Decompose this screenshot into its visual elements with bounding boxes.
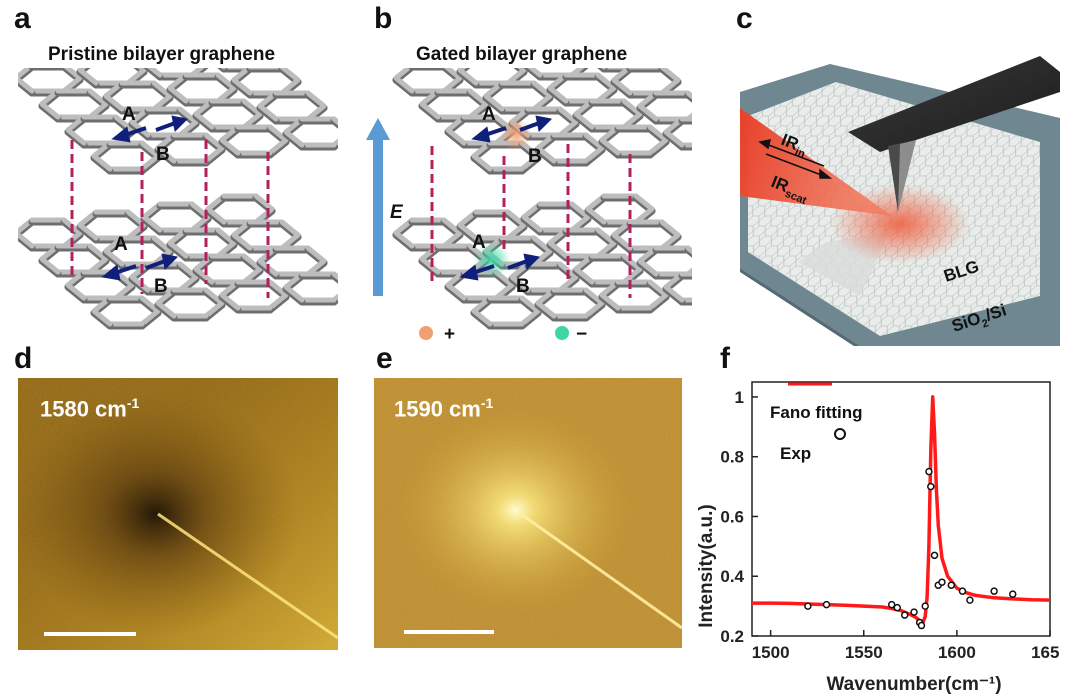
site-b-bottom: B (154, 276, 168, 297)
sublattice-arrows-bottom (101, 253, 179, 281)
fano-fit-line (752, 395, 1051, 624)
x-tick-label-0: 1500 (752, 643, 790, 662)
map-e-label: 1590 cm-1 (394, 395, 494, 422)
panel-letter-c: c (736, 2, 753, 35)
legend-exp-label: Exp (780, 444, 811, 463)
fold-line (157, 512, 338, 640)
y-tick-label-3: 0.8 (720, 448, 744, 467)
panel-letter-a: a (14, 2, 31, 35)
exp-point-10 (927, 482, 935, 491)
exp-points (804, 467, 1017, 630)
site-a-bottom: A (472, 232, 486, 253)
legend-electron-dot (555, 326, 569, 340)
exp-point-8 (921, 602, 929, 610)
interlayer-dashes (70, 140, 270, 298)
panel-letter-d: d (14, 342, 33, 375)
legend-fano-label: Fano fitting (770, 403, 863, 422)
sublattice-arrows-top (111, 115, 189, 143)
panel-letter-e: e (376, 342, 393, 375)
field-label: E (390, 202, 404, 223)
scale-bar-e (404, 630, 494, 634)
panel-letter-b: b (374, 2, 393, 35)
panel-letter-f: f (720, 342, 730, 375)
exp-point-16 (966, 596, 974, 604)
exp-point-9 (925, 467, 933, 476)
fold-line (517, 510, 682, 630)
site-a-top: A (122, 104, 136, 125)
exp-point-7 (917, 621, 926, 630)
legend-plus: + (444, 324, 455, 345)
interlayer-dashes (430, 144, 632, 298)
legend-marker-swatch (834, 428, 846, 440)
exp-point-18 (1009, 590, 1017, 598)
panel-b-title: Gated bilayer graphene (416, 44, 628, 65)
legend-minus: − (576, 324, 587, 345)
exp-point-3 (893, 603, 902, 612)
legend-hole-dot (419, 326, 433, 340)
chart-legend: Fano fitting Exp (770, 382, 863, 463)
exp-point-13 (938, 578, 946, 586)
site-b-top: B (156, 144, 170, 165)
site-a-top: A (482, 104, 496, 125)
lattice-layer-top (392, 68, 692, 175)
ir-in-label: IRin (777, 130, 810, 161)
hole-charge (500, 118, 532, 150)
exp-point-5 (910, 608, 918, 616)
exp-point-17 (990, 587, 998, 595)
nano-ir-map-1590 (374, 378, 682, 648)
y-tick-label-1: 0.4 (720, 567, 744, 586)
exp-point-11 (930, 551, 939, 560)
y-axis-label: Intensity(a.u.) (696, 504, 717, 628)
lattice-layer-top (18, 68, 338, 175)
y-tick-label-4: 1 (735, 388, 744, 407)
afm-cantilever (848, 56, 1060, 152)
site-a-bottom: A (114, 234, 128, 255)
fano-fit-path (752, 395, 1051, 624)
scale-bar-d (44, 632, 136, 636)
exp-point-0 (804, 602, 812, 610)
x-tick-label-2: 1600 (938, 643, 976, 662)
site-b-bottom: B (516, 276, 530, 297)
field-arrow (366, 118, 390, 296)
lattice-layer-bottom (18, 193, 338, 330)
plot-frame (751, 381, 1051, 637)
exp-point-4 (900, 611, 909, 619)
y-tick-label-2: 0.6 (720, 507, 744, 526)
exp-point-15 (958, 587, 967, 595)
nano-ir-setup-schematic: IRin IRscat BLG SiO2/Si (740, 56, 1060, 346)
substrate-edge (740, 268, 860, 346)
exp-point-14 (947, 581, 956, 589)
gated-bilayer-lattice: E A B A B + − (366, 68, 692, 345)
ir-arrows (758, 139, 833, 179)
lattice-layer-bottom (392, 193, 692, 330)
map-d-label: 1580 cm-1 (40, 395, 140, 422)
x-axis-label: Wavenumber(cm⁻¹) (826, 674, 1001, 695)
panel-a-title: Pristine bilayer graphene (48, 44, 276, 65)
ir-beam (740, 108, 892, 216)
nano-ir-map-1580 (18, 378, 338, 650)
y-tick-label-0: 0.2 (720, 627, 744, 646)
exp-point-2 (887, 600, 896, 609)
site-b-top: B (528, 146, 542, 167)
exp-point-1 (822, 600, 831, 609)
pristine-bilayer-lattice: A B A B (18, 68, 338, 330)
x-tick-label-1: 1550 (845, 643, 883, 662)
